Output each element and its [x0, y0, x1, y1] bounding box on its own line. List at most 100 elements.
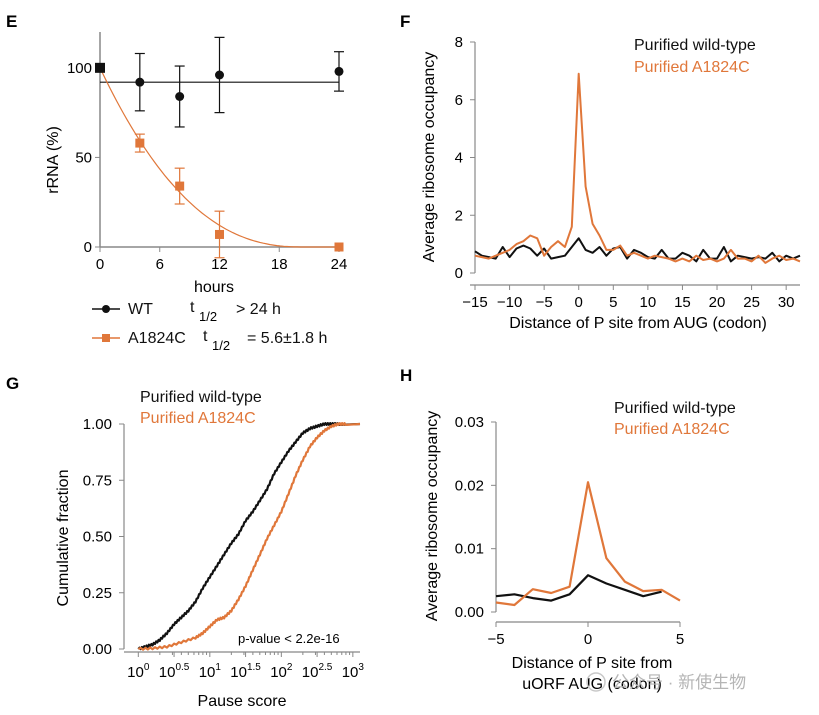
panel-e-y-tick-label: 50	[75, 149, 92, 166]
panel-h-xlabel-line1: Distance of P site from	[512, 655, 673, 672]
panel-f-xlabel: Distance of P site from AUG (codon)	[509, 315, 767, 332]
panel-h: H Average ribosome occupancy Distance of…	[400, 366, 736, 693]
panel-e-legend: WT t 1/2 > 24 h A1824C t 1/2 = 5.6±1.8 h	[92, 299, 327, 353]
panel-f-series-a1824c-line	[474, 72, 801, 264]
panel-g-x-tick-exp: 0	[144, 662, 150, 673]
panel-e-a1824c-point	[334, 242, 344, 252]
panel-e: E rRNA (%) hours 0 6 12 18 24 0 50 100 WT t 1/2…	[6, 12, 347, 353]
panel-g-x-tick-label: 100	[127, 662, 150, 681]
panel-f-axes: −15 −10 −5 0 5 10 15 20 25 30 0 2 4 6 8	[455, 34, 800, 311]
panel-e-ylabel: rRNA (%)	[45, 126, 62, 194]
panel-g-x-tick-base: 10	[270, 664, 287, 681]
panel-g-x-tick-base: 10	[230, 664, 247, 681]
panel-g-x-tick-label: 103	[342, 662, 365, 681]
watermark-text: 公众号 · 新使生物	[612, 672, 746, 692]
panel-f-series-wild-type-line	[474, 237, 801, 263]
panel-g-series	[137, 422, 361, 651]
panel-f-x-tick-label: 25	[743, 294, 760, 311]
watermark-icon	[586, 672, 606, 692]
panel-h-series	[495, 481, 681, 607]
panel-f-x-tick-label: 10	[640, 294, 657, 311]
panel-g-x-tick-label: 100.5	[159, 662, 190, 681]
panel-h-x-tick-label: 0	[584, 631, 592, 648]
panel-g-pvalue: p-value < 2.2e-16	[238, 631, 340, 646]
panel-e-x-tick-label: 12	[211, 256, 228, 273]
panel-g-legend-wt: Purified wild-type	[140, 389, 262, 406]
panel-e-x-tick-label: 0	[96, 256, 104, 273]
panel-g-x-tick-label: 102.5	[302, 662, 333, 681]
panel-g-axes: 100 100.5 101 101.5 102 102.5 1030.000.250.500…	[83, 416, 365, 681]
panel-f-legend-a1824c: Purified A1824C	[634, 59, 750, 76]
legend-t-a1824c: t	[203, 328, 208, 345]
panel-g-x-tick-base: 10	[159, 664, 176, 681]
panel-h-axes: −5 0 5 0.00 0.01 0.02 0.03	[455, 414, 684, 648]
panel-e-axes: 0 6 12 18 24 0 50 100	[67, 32, 347, 273]
panel-g-x-tick-exp: 2	[287, 662, 293, 673]
panel-f-x-tick-label: 15	[674, 294, 691, 311]
panel-e-x-tick-label: 18	[271, 256, 288, 273]
panel-e-wt-point	[135, 77, 145, 87]
panel-g-x-tick-exp: 3	[358, 662, 364, 673]
panel-h-legend-wt: Purified wild-type	[614, 400, 736, 417]
panel-g-xlabel: Pause score	[198, 693, 287, 710]
panel-g-x-tick-label: 102	[270, 662, 293, 681]
panel-f-series	[474, 72, 801, 264]
panel-g-x-tick-exp: 1	[215, 662, 221, 673]
panel-h-y-tick-label: 0.01	[455, 541, 484, 558]
panel-letter-h: H	[400, 366, 412, 385]
panel-f-x-tick-label: −15	[462, 294, 487, 311]
legend-value-wt: > 24 h	[236, 301, 281, 318]
panel-f-ylabel: Average ribosome occupancy	[421, 52, 438, 263]
panel-e-y-tick-label: 0	[84, 239, 92, 256]
panel-h-series-a1824c-line	[495, 481, 681, 607]
panel-h-x-tick-label: −5	[487, 631, 504, 648]
panel-f: F Average ribosome occupancy Distance of…	[400, 12, 801, 332]
panel-f-y-tick-label: 4	[455, 150, 463, 167]
panel-g-x-tick-exp: 1.5	[247, 662, 261, 673]
panel-e-a1824c-fit-curve	[99, 67, 339, 248]
panel-g-series-a1824c-line	[137, 422, 361, 651]
panel-f-legend-wt: Purified wild-type	[634, 37, 756, 54]
panel-f-x-tick-label: −10	[497, 294, 522, 311]
panel-g-y-tick-label: 0.75	[83, 472, 112, 489]
legend-marker-wt	[102, 305, 110, 313]
panel-e-series	[95, 36, 344, 259]
panel-f-x-tick-label: 0	[575, 294, 583, 311]
panel-e-wt-point	[175, 92, 185, 101]
legend-tsub-a1824c: 1/2	[212, 338, 230, 353]
legend-marker-a1824c	[102, 334, 110, 342]
panel-g-x-tick-base: 10	[199, 664, 216, 681]
legend-value-a1824c: = 5.6±1.8 h	[247, 330, 327, 347]
panel-g-ylabel: Cumulative fraction	[55, 470, 72, 607]
panel-h-ylabel: Average ribosome occupancy	[424, 411, 441, 622]
panel-e-a1824c-point	[215, 229, 224, 239]
panel-letter-e: E	[6, 12, 17, 31]
legend-label-wt: WT	[128, 301, 153, 318]
panel-f-x-tick-label: −5	[536, 294, 553, 311]
panel-g-y-tick-label: 0.25	[83, 585, 112, 602]
panel-g-legend-a1824c: Purified A1824C	[140, 410, 256, 427]
panel-g-series-wild-type-line	[137, 422, 361, 651]
panel-f-y-tick-label: 6	[455, 92, 463, 109]
panel-e-x-tick-label: 6	[156, 256, 164, 273]
panel-f-y-tick-label: 0	[455, 265, 463, 282]
panel-f-y-tick-label: 8	[455, 34, 463, 51]
panel-g-x-tick-exp: 2.5	[318, 662, 332, 673]
panel-f-x-tick-label: 30	[778, 294, 795, 311]
legend-tsub-wt: 1/2	[199, 309, 217, 324]
panel-h-y-tick-label: 0.00	[455, 604, 484, 621]
panel-letter-f: F	[400, 12, 410, 31]
panel-e-a1824c-point	[175, 181, 185, 191]
panel-g: G Cumulative fraction Pause score Purifi…	[6, 374, 364, 710]
panel-e-x-tick-label: 24	[331, 256, 348, 273]
panel-e-y-tick-label: 100	[67, 60, 92, 77]
panel-g-x-tick-label: 101.5	[230, 662, 261, 681]
panel-e-start-point	[95, 62, 105, 73]
panel-e-xlabel: hours	[194, 279, 234, 296]
panel-g-x-tick-label: 101	[199, 662, 222, 681]
panel-g-x-tick-base: 10	[342, 664, 359, 681]
panel-g-y-tick-label: 1.00	[83, 416, 112, 433]
panel-f-x-tick-label: 5	[609, 294, 617, 311]
panel-g-y-tick-label: 0.50	[83, 529, 112, 546]
legend-label-a1824c: A1824C	[128, 330, 186, 347]
